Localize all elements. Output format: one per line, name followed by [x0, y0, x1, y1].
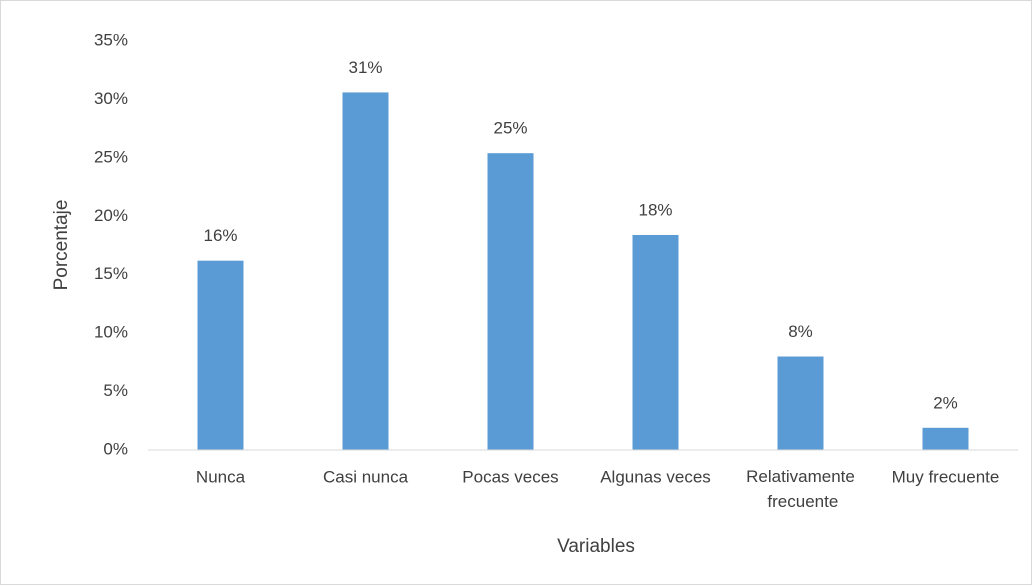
- x-tick-label: Relativamente frecuente: [746, 467, 855, 511]
- bar: [632, 234, 679, 450]
- y-tick-label: 35%: [94, 30, 128, 49]
- y-tick-label: 30%: [94, 89, 128, 108]
- x-tick-label: Pocas veces: [462, 467, 558, 486]
- x-tick-label: Casi nunca: [323, 467, 409, 486]
- data-label: 31%: [348, 58, 382, 77]
- x-axis-label: Variables: [557, 536, 635, 557]
- bar: [487, 153, 534, 450]
- data-label: 2%: [933, 393, 958, 412]
- y-tick-label: 25%: [94, 147, 128, 166]
- x-tick-label: Muy frecuente: [892, 467, 1000, 486]
- data-label: 16%: [203, 226, 237, 245]
- y-tick-label: 5%: [103, 381, 128, 400]
- bar: [777, 356, 824, 450]
- data-label: 18%: [638, 200, 672, 219]
- y-tick-label: 15%: [94, 264, 128, 283]
- x-tick-label: Nunca: [196, 467, 246, 486]
- bar: [197, 260, 244, 450]
- data-label: 8%: [788, 322, 813, 341]
- y-axis-label: Porcentaje: [51, 200, 72, 291]
- x-tick-label: Algunas veces: [600, 467, 711, 486]
- y-tick-label: 0%: [103, 439, 128, 458]
- y-tick-label: 20%: [94, 206, 128, 225]
- bar: [922, 427, 969, 450]
- y-tick-label: 10%: [94, 323, 128, 342]
- bar: [342, 92, 389, 450]
- data-label: 25%: [493, 119, 527, 138]
